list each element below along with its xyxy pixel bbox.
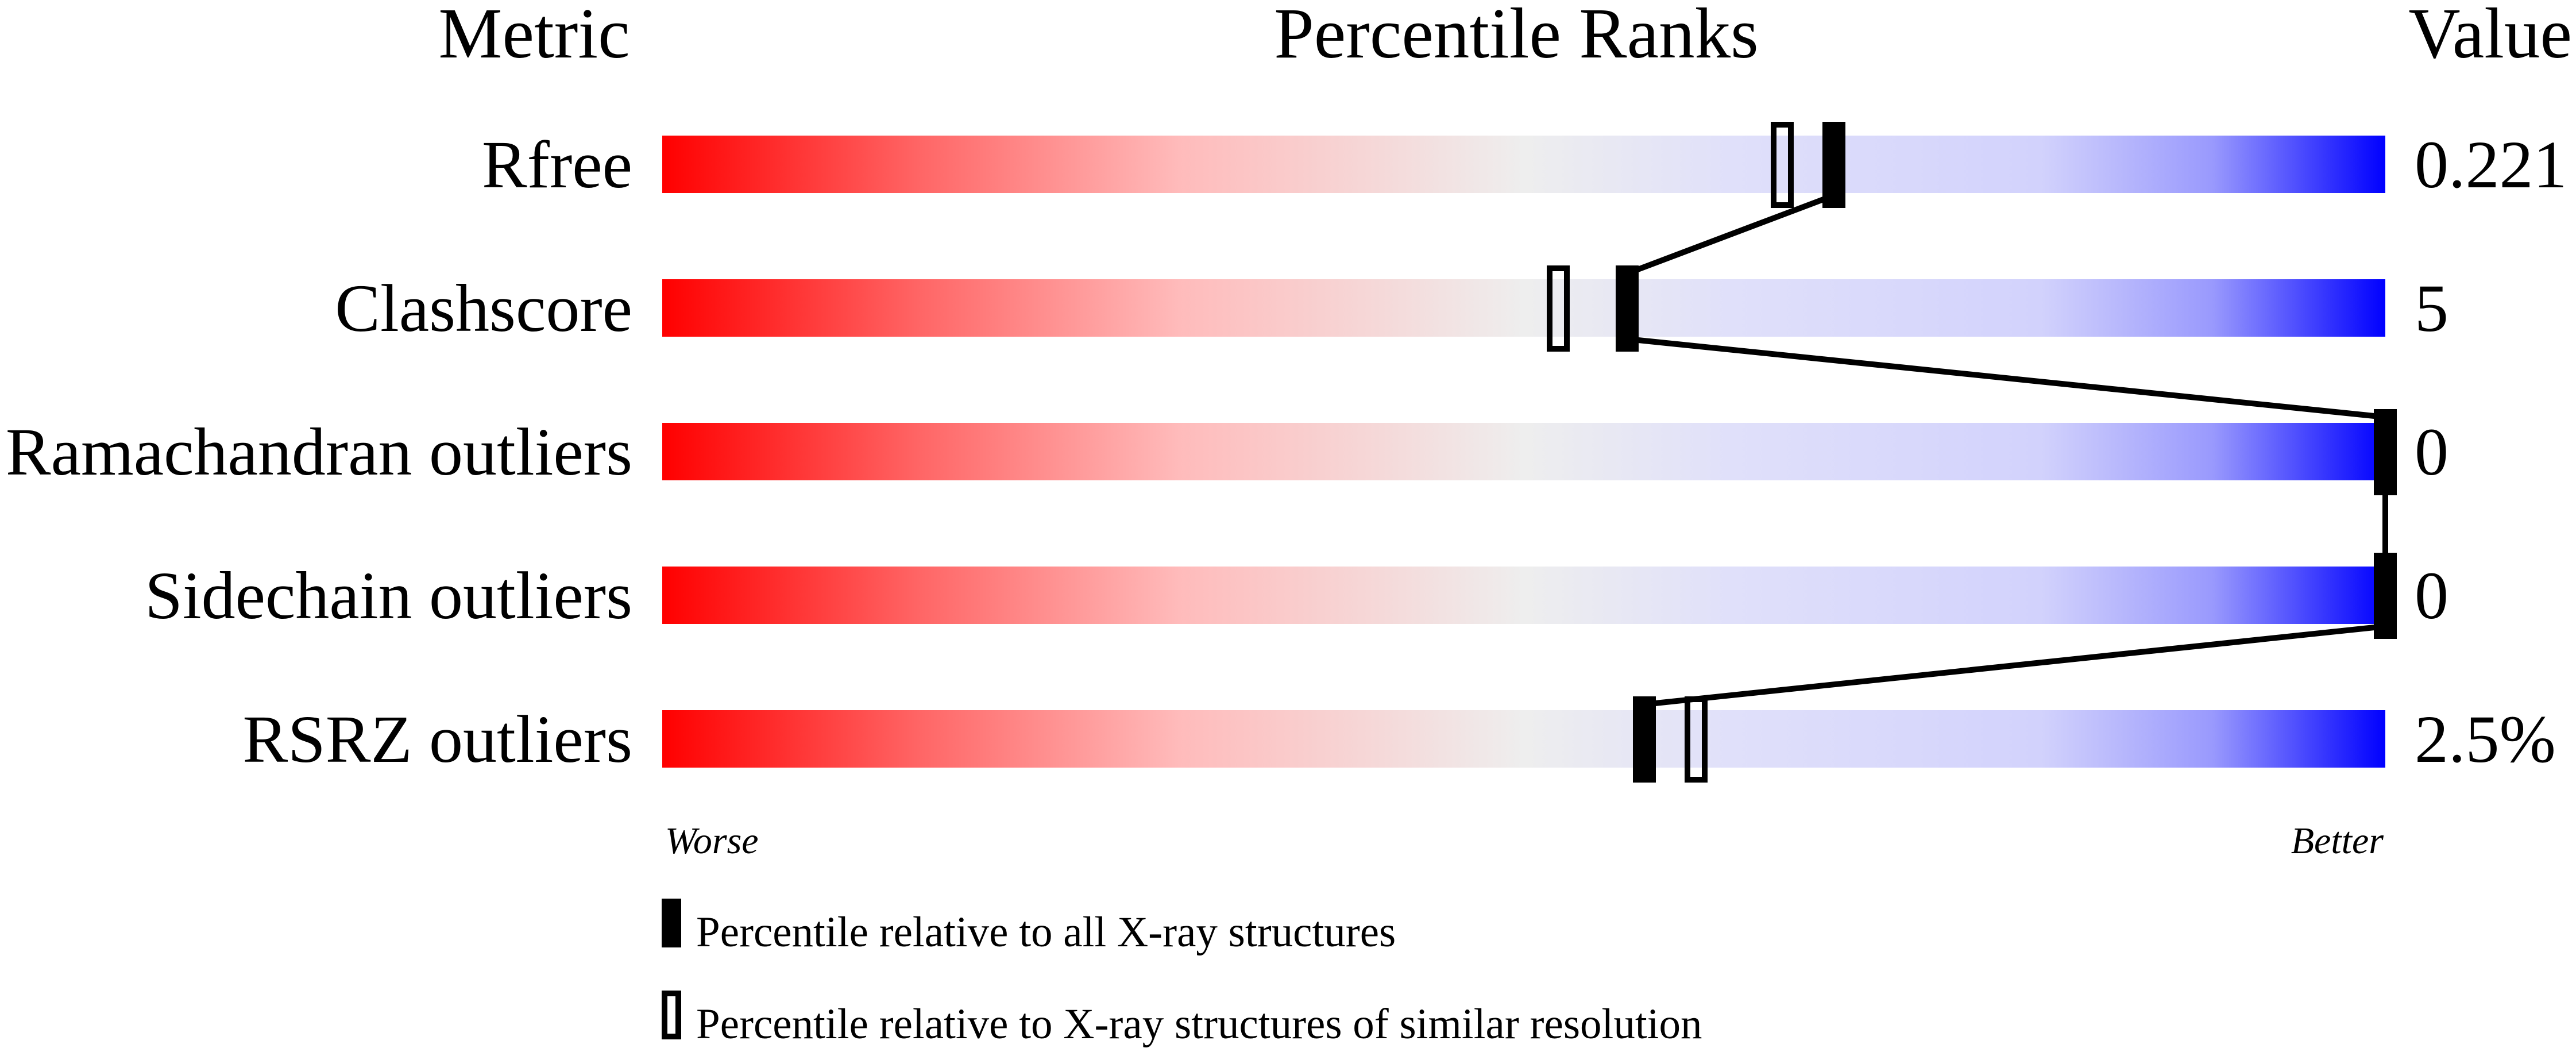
percentile-bar bbox=[662, 710, 2385, 768]
marker-similar-resolution bbox=[1547, 265, 1570, 352]
marker-all-structures bbox=[1822, 122, 1845, 208]
metric-label: RSRZ outliers bbox=[242, 702, 632, 777]
connector-line bbox=[1627, 336, 2386, 420]
marker-all-structures bbox=[1633, 696, 1656, 783]
marker-similar-resolution bbox=[1771, 122, 1794, 208]
header-percentile-ranks: Percentile Ranks bbox=[1274, 0, 1759, 74]
axis-label-better: Better bbox=[2291, 820, 2384, 862]
connector-line bbox=[1644, 623, 2386, 707]
percentile-bar bbox=[662, 567, 2385, 624]
metric-label: Clashscore bbox=[335, 271, 632, 346]
percentile-bar bbox=[662, 423, 2385, 480]
marker-all-structures bbox=[1616, 265, 1639, 352]
metric-label: Rfree bbox=[482, 127, 632, 202]
axis-label-worse: Worse bbox=[665, 820, 759, 862]
header-value: Value bbox=[2408, 0, 2572, 74]
connector-line bbox=[1626, 192, 1835, 276]
percentile-bar bbox=[662, 279, 2385, 337]
legend-label-similar: Percentile relative to X-ray structures … bbox=[696, 1000, 1702, 1048]
legend-label-all: Percentile relative to all X-ray structu… bbox=[696, 908, 1396, 956]
header-metric: Metric bbox=[438, 0, 629, 74]
metric-label: Ramachandran outliers bbox=[6, 414, 632, 490]
metric-label: Sidechain outliers bbox=[145, 558, 632, 633]
metric-value: 2.5% bbox=[2415, 702, 2556, 777]
marker-all-structures bbox=[2374, 409, 2397, 495]
legend-filled-marker bbox=[662, 899, 681, 947]
metric-value: 0.221 bbox=[2415, 127, 2567, 202]
legend-open-marker bbox=[662, 991, 681, 1039]
metric-value: 5 bbox=[2415, 271, 2448, 346]
marker-all-structures bbox=[2374, 553, 2397, 639]
metric-value: 0 bbox=[2415, 414, 2448, 490]
metric-value: 0 bbox=[2415, 558, 2448, 633]
marker-similar-resolution bbox=[1685, 696, 1708, 783]
percentile-bar bbox=[662, 136, 2385, 193]
